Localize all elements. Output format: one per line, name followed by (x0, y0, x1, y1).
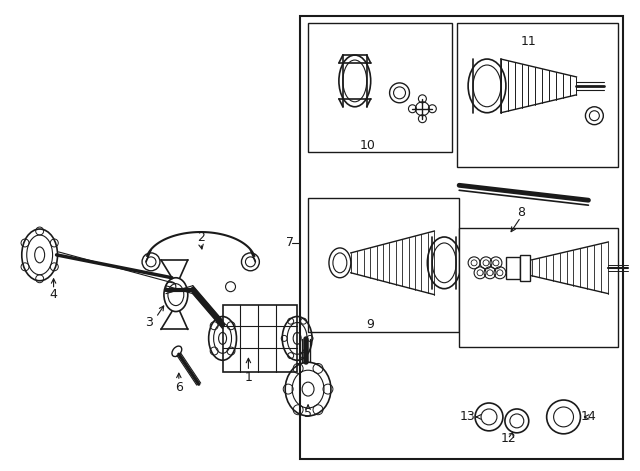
Text: 1: 1 (244, 371, 252, 384)
Text: 11: 11 (521, 35, 536, 48)
Text: 2: 2 (196, 231, 205, 244)
Text: 13: 13 (460, 410, 475, 423)
Text: 10: 10 (360, 139, 376, 152)
Bar (308, 198, 459, 333)
Bar (308, 23, 452, 153)
Text: 5: 5 (304, 407, 312, 421)
Bar (459, 228, 618, 347)
Text: 8: 8 (517, 206, 525, 219)
Bar (300, 16, 623, 459)
Text: 3: 3 (145, 316, 153, 329)
Text: 12: 12 (501, 432, 516, 445)
Bar (457, 23, 618, 167)
Bar (223, 305, 297, 372)
Text: 7: 7 (286, 236, 294, 250)
Bar (520, 255, 530, 281)
Text: 4: 4 (50, 288, 58, 301)
Text: 6: 6 (175, 381, 183, 394)
Bar (506, 257, 520, 279)
Text: 9: 9 (366, 318, 374, 331)
Text: 14: 14 (580, 410, 596, 423)
